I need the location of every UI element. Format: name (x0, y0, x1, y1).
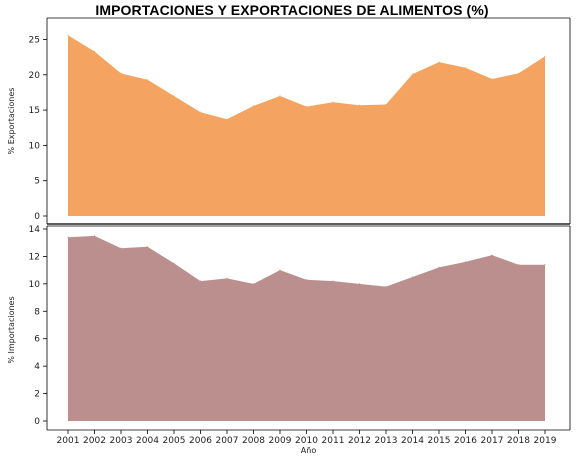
xtick-label: 2014 (401, 436, 424, 446)
exports-point (411, 73, 414, 75)
exports-area-chart: 0 5 10 15 20 25 % Exportaciones (7, 17, 571, 225)
xtick-label: 2015 (428, 436, 451, 446)
imports-ytick-label: 10 (29, 280, 41, 290)
imports-area (68, 235, 545, 421)
xtick-label: 2017 (481, 436, 504, 446)
imports-point (305, 279, 308, 281)
imports-point (438, 266, 440, 268)
exports-point (544, 55, 546, 58)
xtick-label: 2016 (454, 436, 477, 446)
xlabel: Año (301, 446, 317, 455)
imports-point (93, 235, 96, 237)
exports-ytick-label: 20 (29, 71, 41, 81)
imports-ylabel: % Importaciones (7, 296, 16, 363)
xtick-label: 2007 (216, 436, 239, 446)
chart-title: IMPORTACIONES Y EXPORTACIONES DE ALIMENT… (95, 2, 489, 18)
imports-point (226, 277, 228, 279)
imports-point (173, 262, 175, 264)
imports-point (517, 264, 520, 266)
exports-area (68, 35, 545, 216)
exports-point (120, 72, 122, 74)
exports-point (438, 61, 440, 63)
exports-point (67, 34, 69, 36)
exports-ytick-label: 10 (29, 141, 41, 151)
xtick-label: 2019 (534, 436, 557, 446)
exports-point (305, 106, 308, 108)
imports-point (120, 247, 122, 249)
xtick-label: 2005 (163, 436, 186, 446)
xtick-label: 2002 (83, 436, 106, 446)
xtick-label: 2001 (57, 436, 80, 446)
xtick-label: 2004 (136, 436, 159, 446)
imports-ytick-label: 0 (34, 417, 40, 427)
xtick-label: 2018 (507, 436, 530, 446)
exports-point (173, 95, 175, 97)
exports-point (279, 95, 281, 97)
imports-point (67, 236, 69, 238)
xtick-label: 2011 (322, 436, 345, 446)
imports-ytick-label: 4 (34, 362, 40, 372)
exports-ytick-label: 0 (34, 212, 40, 222)
exports-point (358, 104, 361, 106)
exports-ytick-label: 15 (29, 106, 40, 116)
xtick-label: 2008 (242, 436, 265, 446)
imports-point (411, 276, 414, 278)
imports-point (464, 261, 467, 263)
imports-point (146, 246, 149, 248)
exports-point (491, 78, 493, 80)
exports-point (252, 105, 255, 107)
imports-ytick-label: 6 (34, 335, 40, 345)
xtick-label: 2010 (295, 436, 318, 446)
imports-point (385, 286, 387, 288)
xtick-label: 2009 (269, 436, 292, 446)
exports-point (464, 67, 467, 69)
imports-point (491, 254, 493, 256)
exports-point (517, 72, 520, 74)
xtick-label: 2013 (375, 436, 398, 446)
exports-ylabel: % Exportaciones (7, 88, 16, 155)
exports-point (332, 101, 334, 103)
exports-ytick-label: 5 (34, 177, 40, 187)
exports-point (385, 103, 387, 106)
imports-point (279, 269, 281, 271)
imports-ytick-label: 8 (34, 307, 40, 317)
imports-point (544, 264, 546, 266)
exports-point (226, 118, 228, 120)
exports-point (199, 111, 202, 113)
xtick-label: 2012 (348, 436, 371, 446)
exports-point (93, 50, 96, 53)
imports-point (358, 283, 361, 285)
imports-ytick-label: 14 (29, 225, 41, 235)
imports-point (252, 283, 255, 285)
xtick-label: 2003 (110, 436, 133, 446)
exports-ytick-label: 25 (29, 36, 40, 46)
xtick-label: 2006 (189, 436, 212, 446)
exports-point (146, 79, 149, 81)
imports-point (199, 280, 202, 282)
imports-ytick-label: 12 (29, 252, 40, 262)
imports-point (332, 280, 334, 282)
imports-ytick-label: 2 (34, 390, 40, 400)
